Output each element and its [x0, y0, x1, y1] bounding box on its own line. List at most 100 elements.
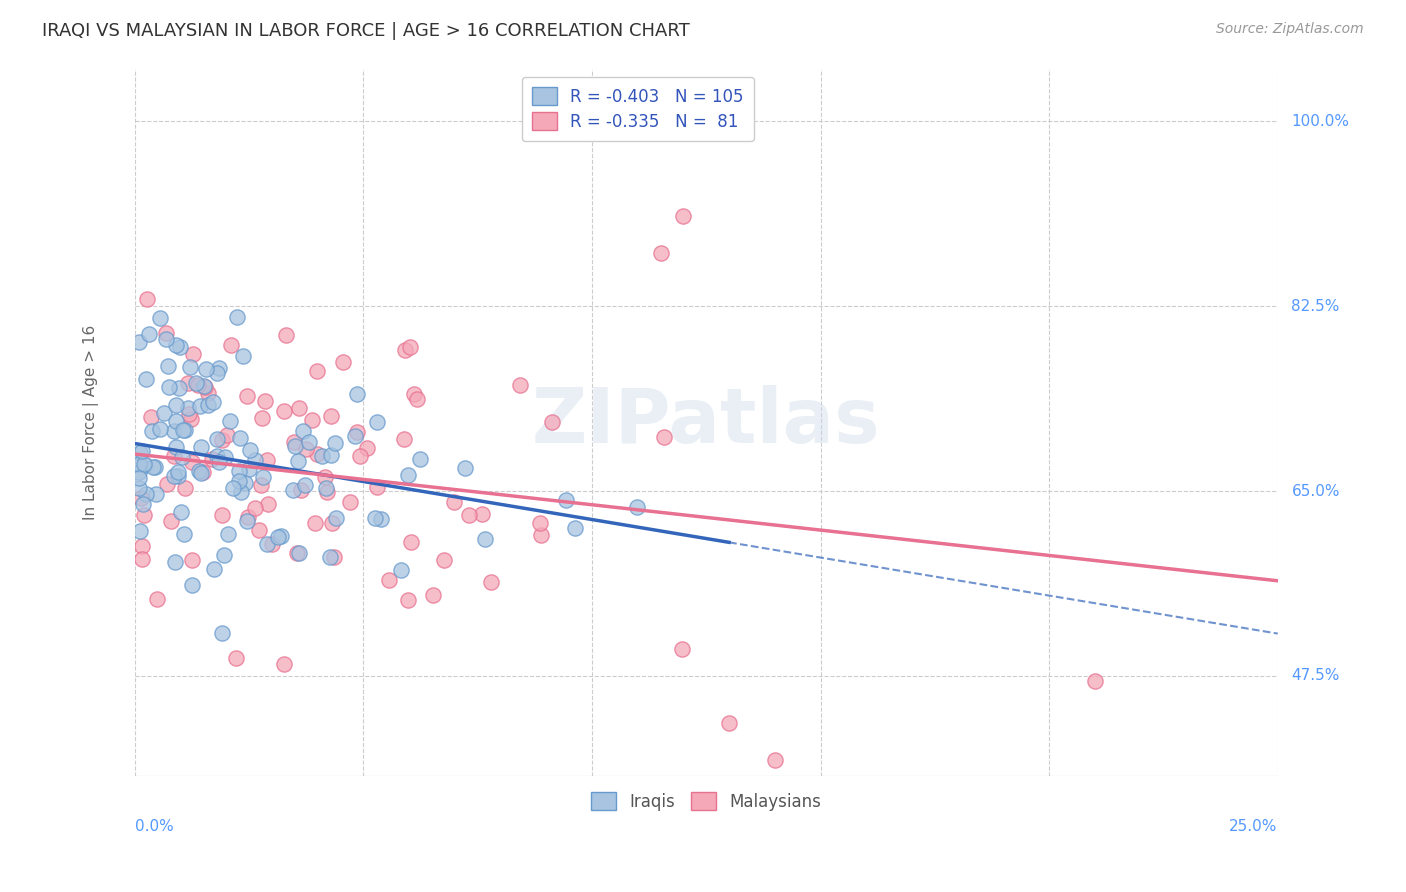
- Point: [433, 552, 456, 566]
- Point: [294, 478, 316, 492]
- Point: [128, 524, 150, 539]
- Point: [319, 409, 342, 423]
- Point: [202, 562, 225, 576]
- Point: [128, 481, 150, 495]
- Point: [179, 407, 201, 421]
- Point: [307, 363, 329, 377]
- Point: [222, 481, 245, 495]
- Point: [233, 475, 256, 490]
- Point: [201, 395, 224, 409]
- Text: 82.5%: 82.5%: [1292, 299, 1340, 314]
- Point: [219, 338, 242, 352]
- Point: [285, 546, 308, 560]
- Point: [197, 385, 219, 400]
- Point: [236, 509, 259, 524]
- Point: [211, 508, 233, 522]
- Point: [1084, 674, 1107, 689]
- Point: [311, 449, 333, 463]
- Point: [165, 398, 187, 412]
- Point: [128, 471, 150, 485]
- Point: [540, 415, 562, 429]
- Point: [165, 414, 187, 428]
- Text: 47.5%: 47.5%: [1292, 668, 1340, 683]
- Point: [260, 537, 283, 551]
- Point: [163, 424, 186, 438]
- Point: [564, 521, 586, 535]
- Point: [292, 424, 315, 438]
- Point: [225, 651, 247, 665]
- Point: [343, 429, 366, 443]
- Point: [177, 376, 200, 390]
- Point: [409, 452, 432, 467]
- Point: [131, 552, 153, 566]
- Point: [392, 432, 415, 446]
- Point: [172, 423, 194, 437]
- Point: [165, 440, 187, 454]
- Point: [454, 461, 477, 475]
- Point: [346, 387, 368, 401]
- Point: [288, 401, 311, 415]
- Point: [254, 394, 277, 409]
- Point: [626, 500, 648, 514]
- Point: [141, 425, 163, 439]
- Point: [398, 340, 420, 354]
- Point: [281, 483, 304, 497]
- Point: [718, 716, 741, 731]
- Text: 100.0%: 100.0%: [1292, 114, 1350, 128]
- Text: ZIPatlas: ZIPatlas: [531, 385, 880, 459]
- Point: [174, 424, 197, 438]
- Point: [191, 465, 214, 479]
- Point: [339, 494, 361, 508]
- Point: [238, 462, 260, 476]
- Point: [252, 470, 274, 484]
- Point: [321, 448, 343, 462]
- Point: [256, 453, 278, 467]
- Point: [205, 449, 228, 463]
- Point: [138, 326, 160, 341]
- Point: [217, 527, 239, 541]
- Point: [349, 450, 371, 464]
- Point: [211, 433, 233, 447]
- Point: [145, 487, 167, 501]
- Point: [295, 442, 318, 456]
- Point: [332, 354, 354, 368]
- Point: [181, 553, 204, 567]
- Point: [652, 430, 675, 444]
- Point: [236, 515, 259, 529]
- Point: [229, 485, 252, 500]
- Point: [205, 432, 228, 446]
- Point: [187, 465, 209, 479]
- Text: In Labor Force | Age > 16: In Labor Force | Age > 16: [83, 325, 100, 520]
- Point: [197, 398, 219, 412]
- Point: [529, 516, 551, 530]
- Point: [283, 435, 305, 450]
- Point: [257, 497, 280, 511]
- Point: [321, 516, 343, 530]
- Point: [316, 485, 339, 500]
- Point: [284, 439, 307, 453]
- Point: [396, 467, 419, 482]
- Point: [194, 380, 217, 394]
- Point: [270, 529, 292, 543]
- Point: [314, 470, 336, 484]
- Point: [396, 593, 419, 607]
- Point: [139, 410, 162, 425]
- Point: [319, 549, 342, 564]
- Point: [149, 310, 172, 325]
- Point: [364, 511, 387, 525]
- Point: [399, 534, 422, 549]
- Point: [228, 474, 250, 488]
- Point: [243, 453, 266, 467]
- Point: [156, 476, 179, 491]
- Point: [307, 447, 329, 461]
- Point: [315, 482, 337, 496]
- Point: [180, 412, 202, 426]
- Point: [215, 427, 238, 442]
- Point: [273, 657, 295, 672]
- Point: [179, 360, 201, 375]
- Point: [267, 530, 290, 544]
- Point: [214, 450, 236, 464]
- Point: [378, 573, 401, 587]
- Point: [193, 379, 215, 393]
- Point: [671, 642, 693, 657]
